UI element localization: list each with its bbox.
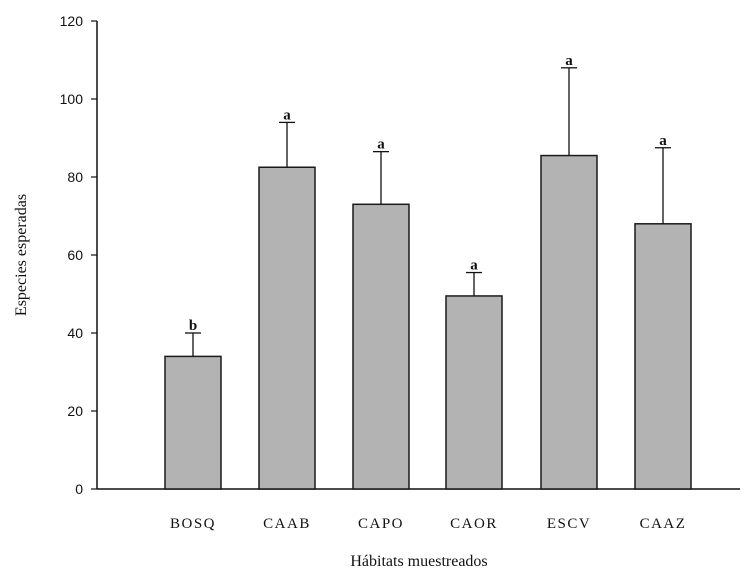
bar — [540, 154, 598, 490]
x-tick-label: CAOR — [450, 516, 498, 532]
y-ticks: 0 20 40 60 80 100 120 — [60, 13, 97, 497]
significance-letter: a — [659, 133, 667, 149]
y-tick-label: 20 — [67, 403, 83, 419]
y-tick-label: 120 — [60, 13, 84, 29]
x-tick-label: CAPO — [358, 516, 404, 532]
bar — [164, 355, 222, 490]
significance-letter: a — [377, 137, 385, 153]
significance-letter: a — [470, 258, 478, 274]
y-tick-label: 80 — [67, 169, 83, 185]
x-tick-label: CAAZ — [640, 516, 687, 532]
significance-letter: a — [283, 107, 291, 123]
bars: b a a a a a — [164, 53, 692, 490]
x-tick-labels: BOSQ CAAB CAPO CAOR ESCV CAAZ — [170, 516, 687, 532]
y-tick-label: 60 — [67, 247, 83, 263]
y-tick-label: 100 — [60, 91, 84, 107]
x-tick-label: BOSQ — [170, 516, 216, 532]
bar — [352, 203, 410, 490]
x-tick-label: ESCV — [547, 516, 591, 532]
y-tick-label: 0 — [75, 481, 83, 497]
y-axis-title: Especies esperadas — [13, 194, 30, 316]
significance-letter: b — [189, 318, 197, 334]
y-tick-label: 40 — [67, 325, 83, 341]
x-tick-label: CAAB — [263, 516, 311, 532]
x-axis-title: Hábitats muestreados — [350, 553, 487, 570]
significance-letter: a — [565, 53, 573, 69]
bar — [445, 295, 503, 490]
bar — [634, 223, 692, 490]
bar — [258, 166, 316, 490]
